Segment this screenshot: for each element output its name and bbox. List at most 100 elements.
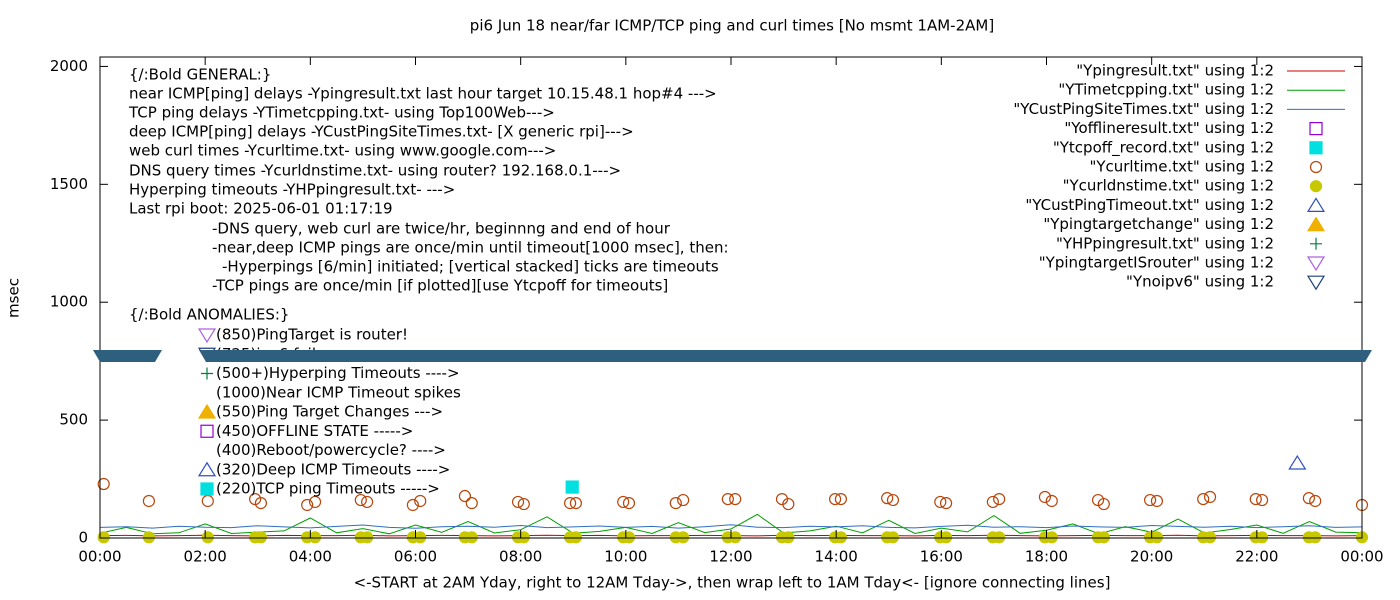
marker — [1306, 216, 1326, 232]
series-line — [99, 524, 1363, 529]
marker — [414, 531, 427, 544]
break-band — [199, 350, 1372, 362]
marker — [254, 531, 268, 544]
marker — [1197, 492, 1210, 506]
annotation: DNS query times -Ycurldnstime.txt- using… — [129, 162, 621, 180]
marker — [782, 531, 795, 544]
legend-label: "Ynoipv6" using 1:2 — [1126, 273, 1274, 291]
legend-label: "YpingtargetISrouter" using 1:2 — [1039, 254, 1274, 272]
y-tick-label: 2000 — [50, 57, 88, 75]
marker — [354, 493, 367, 507]
marker — [729, 531, 742, 544]
annotation: Last rpi boot: 2025-06-01 01:17:19 — [129, 200, 393, 218]
annotation: -near,deep ICMP pings are once/min until… — [212, 239, 729, 257]
marker — [1309, 121, 1323, 136]
marker — [834, 531, 847, 544]
legend-label: "Ypingresult.txt" using 1:2 — [1076, 62, 1274, 80]
legend-label: "Ycurldnstime.txt" using 1:2 — [1063, 177, 1274, 195]
marker — [200, 424, 214, 438]
marker — [201, 367, 213, 380]
marker — [142, 494, 156, 508]
marker — [677, 531, 690, 544]
legend-label: "YTimetcpping.txt" using 1:2 — [1058, 81, 1274, 99]
legend-label: "YHPpingresult.txt" using 1:2 — [1056, 234, 1274, 252]
marker — [465, 497, 478, 510]
marker — [1309, 141, 1323, 155]
marker — [622, 497, 636, 510]
marker — [308, 495, 322, 509]
marker — [197, 328, 217, 344]
annotation: -DNS query, web curl are twice/hr, begin… — [212, 220, 671, 238]
marker — [1255, 493, 1269, 507]
marker — [1150, 531, 1164, 544]
marker — [1150, 494, 1164, 508]
y-tick-label: 1000 — [50, 293, 88, 311]
marker — [517, 531, 530, 544]
x-tick-label: 06:00 — [394, 548, 437, 566]
marker — [565, 480, 579, 494]
marker — [511, 495, 525, 509]
marker — [1203, 531, 1217, 544]
legend-label: "Ycurltime.txt" using 1:2 — [1089, 158, 1274, 176]
marker — [829, 492, 842, 506]
marker — [1309, 494, 1322, 508]
marker — [197, 403, 217, 419]
legend-label: "Yofflineresult.txt" using 1:2 — [1064, 119, 1274, 137]
break-band — [93, 350, 162, 362]
marker — [200, 482, 214, 496]
annotation: (400)Reboot/powercycle? ----> — [216, 441, 446, 459]
annotation: {/:Bold ANOMALIES:} — [129, 306, 289, 324]
marker — [1306, 197, 1326, 212]
marker — [1249, 492, 1262, 506]
marker — [308, 531, 322, 544]
marker — [881, 492, 894, 505]
annotation: (850)PingTarget is router! — [216, 326, 408, 344]
legend-label: "Ytcpoff_record.txt" using 1:2 — [1053, 138, 1274, 157]
marker — [1203, 490, 1217, 504]
marker — [201, 531, 214, 544]
marker — [569, 531, 582, 544]
annotation: (1000)Near ICMP Timeout spikes — [216, 383, 461, 401]
marker — [97, 477, 110, 491]
annotation: deep ICMP[ping] delays -YCustPingSiteTim… — [129, 123, 634, 141]
marker — [939, 531, 953, 544]
x-tick-label: 10:00 — [604, 548, 647, 566]
marker — [993, 531, 1006, 544]
marker — [986, 495, 999, 509]
marker — [677, 493, 690, 507]
x-tick-label: 04:00 — [289, 548, 332, 566]
marker — [458, 489, 472, 503]
legend-label: "YCustPingTimeout.txt" using 1:2 — [1025, 196, 1274, 214]
annotation: -TCP pings are once/min [if plotted][use… — [212, 277, 668, 295]
marker — [563, 497, 577, 510]
annotation: (320)Deep ICMP Timeouts ----> — [216, 460, 450, 478]
marker — [729, 492, 742, 506]
marker — [1288, 454, 1307, 470]
x-tick-label: 18:00 — [1025, 548, 1068, 566]
marker — [201, 494, 214, 508]
marker — [1045, 494, 1058, 508]
annotation: Hyperping timeouts -YHPpingresult.txt- -… — [129, 181, 455, 199]
annotation: (550)Ping Target Changes ---> — [216, 403, 443, 421]
marker — [1097, 497, 1110, 511]
marker — [1097, 531, 1110, 544]
marker — [414, 494, 427, 508]
x-tick-label: 00:00 — [1340, 548, 1383, 566]
marker — [361, 531, 374, 544]
annotation: web curl times -Ycurltime.txt- using www… — [129, 142, 556, 160]
legend-label: "Ypingtargetchange" using 1:2 — [1043, 215, 1274, 233]
annotation: TCP ping delays -YTimetcpping.txt- using… — [128, 104, 555, 122]
marker — [569, 497, 582, 510]
annotation: {/:Bold GENERAL:} — [129, 66, 271, 84]
marker — [617, 495, 630, 509]
marker — [406, 498, 419, 512]
annotation: -Hyperpings [6/min] initiated; [vertical… — [222, 258, 719, 276]
x-tick-label: 22:00 — [1235, 548, 1278, 566]
x-tick-label: 20:00 — [1130, 548, 1173, 566]
marker — [142, 531, 156, 544]
x-tick-label: 08:00 — [499, 548, 542, 566]
marker — [1306, 256, 1326, 272]
marker — [886, 531, 900, 544]
x-tick-label: 00:00 — [78, 548, 121, 566]
